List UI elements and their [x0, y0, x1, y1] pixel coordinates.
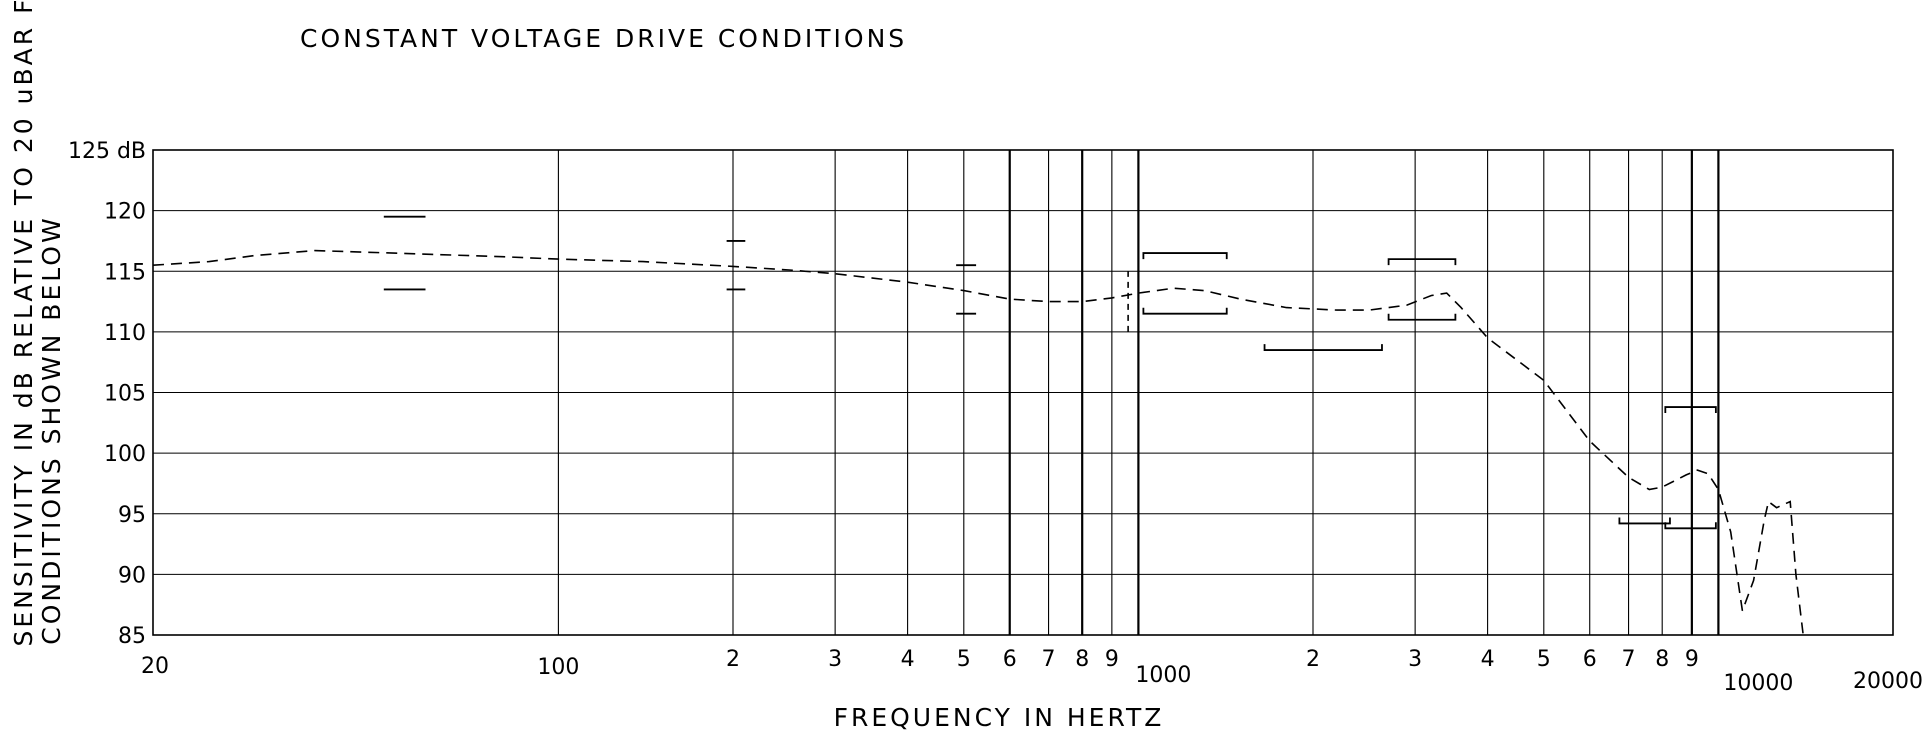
x-tick-label: 7: [1622, 647, 1636, 672]
y-tick-label: 120: [104, 200, 146, 225]
y-tick-label: 110: [104, 321, 146, 346]
x-tick-label: 20000: [1853, 669, 1923, 694]
tolerance-bracket: [1142, 252, 1228, 260]
x-tick-label: 1000: [1135, 663, 1191, 688]
y-tick-label: 85: [118, 624, 146, 649]
x-tick-label: 7: [1042, 647, 1056, 672]
x-tick-label: 3: [1408, 647, 1422, 672]
y-tick-labels: 125 dB 120 115 110 105 100 95 90 85: [68, 139, 146, 649]
x-tick-label: 9: [1685, 647, 1699, 672]
x-tick-label: 6: [1583, 647, 1597, 672]
x-tick-label: 4: [901, 647, 915, 672]
x-tick-label: 2: [1306, 647, 1320, 672]
x-tick-label: 4: [1481, 647, 1495, 672]
y-axis-label-line1: SENSITIVITY IN dB RELATIVE TO 20 uBAR FO…: [9, 0, 38, 647]
y-tick-label: 100: [104, 442, 146, 467]
tolerance-bracket: [1263, 344, 1383, 351]
series: [152, 249, 1804, 636]
y-tick-label: 105: [104, 382, 146, 407]
x-tick-label: 9: [1105, 647, 1119, 672]
plot-frame: [152, 149, 1894, 636]
chart-title: CONSTANT VOLTAGE DRIVE CONDITIONS: [300, 24, 907, 53]
y-tick-label: 90: [118, 563, 146, 588]
tolerance-bracket: [1142, 307, 1228, 315]
tolerance-bracket: [1664, 522, 1717, 530]
y-tick-label: 95: [118, 503, 146, 528]
x-tick-label: 2: [726, 647, 740, 672]
x-tick-label: 3: [828, 647, 842, 672]
tolerance-marks: [383, 215, 1717, 530]
tolerance-bracket: [1664, 406, 1717, 414]
response-curve: [152, 249, 1804, 636]
x-tick-label: 8: [1655, 647, 1669, 672]
tolerance-bracket: [1387, 258, 1457, 266]
x-tick-label: 100: [537, 655, 579, 680]
x-tick-label: 5: [957, 647, 971, 672]
x-tick-label: 10000: [1723, 671, 1793, 696]
x-tick-label: 8: [1075, 647, 1089, 672]
x-tick-label: 6: [1003, 647, 1017, 672]
y-axis-label-line2: CONDITIONS SHOWN BELOW: [37, 215, 66, 644]
tolerance-bracket: [1618, 517, 1671, 525]
y-tick-label: 115: [104, 260, 146, 285]
y-tick-label: 125 dB: [68, 139, 146, 164]
tolerance-bracket: [1387, 313, 1457, 321]
grid: [153, 150, 1893, 635]
x-tick-label: 5: [1537, 647, 1551, 672]
x-axis-label: FREQUENCY IN HERTZ: [834, 703, 1165, 732]
x-tick-label: 20: [141, 654, 169, 679]
